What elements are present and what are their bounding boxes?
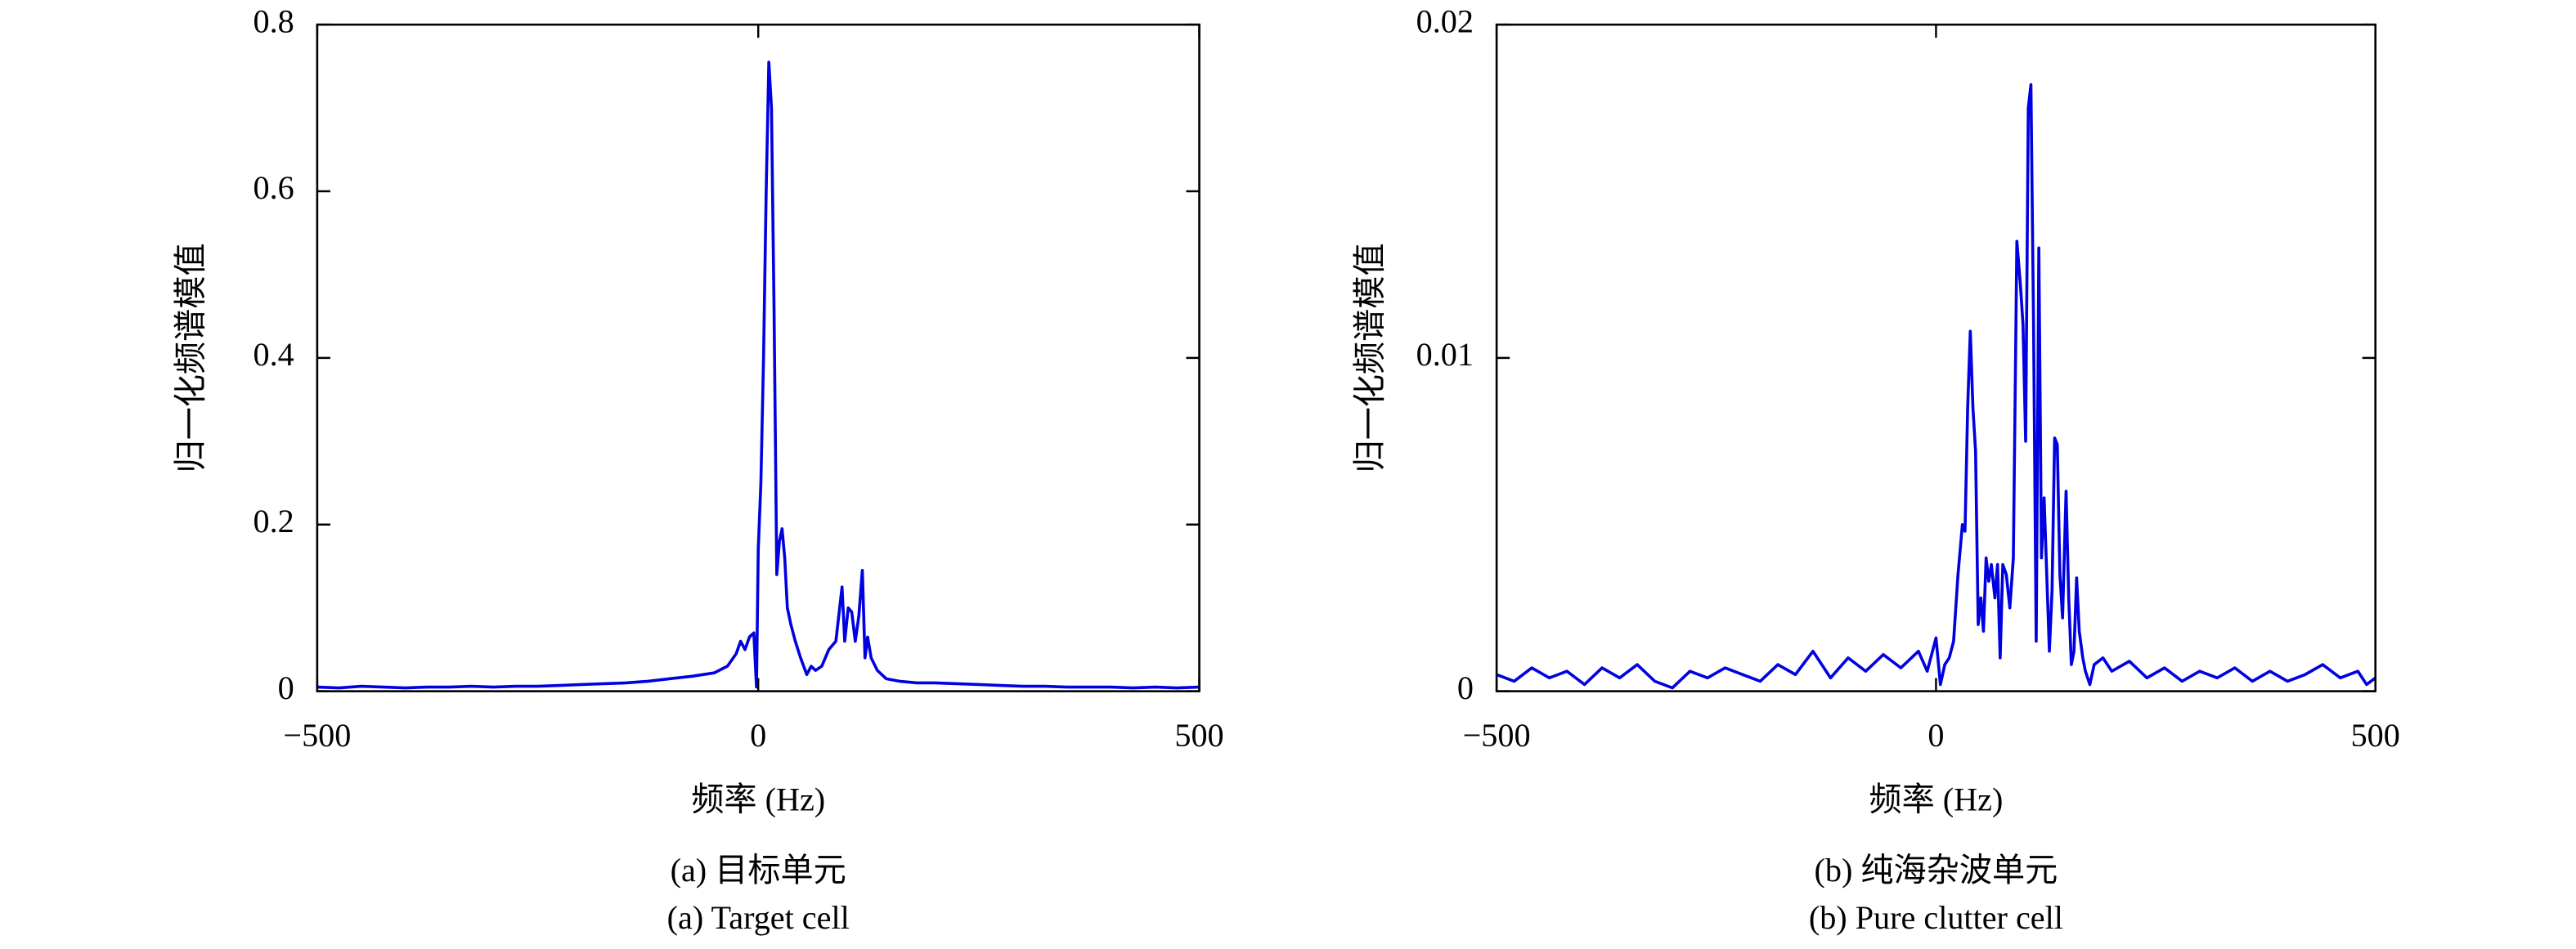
x-tick-label: −500 (1463, 717, 1531, 754)
x-axis-label: 频率 (Hz) (691, 781, 825, 817)
spectrum-line (1496, 83, 2376, 690)
caption-en: (a) Target cell (667, 899, 850, 936)
x-tick-label: 500 (2351, 717, 2400, 754)
y-tick-label: 0.8 (254, 2, 294, 39)
caption-cn: (b) 纯海杂波单元 (1815, 852, 2058, 889)
y-axis-label: 归一化频谱模值 (1352, 243, 1389, 472)
y-tick-label: 0 (1457, 669, 1474, 706)
x-axis-label: 频率 (Hz) (1869, 781, 2003, 817)
y-tick-label: 0.02 (1416, 2, 1474, 39)
caption-cn: (a) 目标单元 (671, 852, 846, 889)
caption-en: (b) Pure clutter cell (1809, 899, 2063, 936)
y-tick-label: 0.4 (254, 336, 294, 373)
y-axis-label: 归一化频谱模值 (172, 243, 209, 472)
x-tick-label: 0 (1928, 717, 1944, 754)
y-tick-label: 0.01 (1416, 336, 1474, 373)
x-tick-label: 0 (750, 717, 766, 754)
plot-frame (1495, 23, 2377, 692)
y-tick-label: 0 (278, 669, 294, 706)
y-tick-label: 0.2 (254, 503, 294, 539)
x-tick-label: −500 (283, 717, 351, 754)
spectrum-line (316, 60, 1200, 690)
x-tick-label: 500 (1174, 717, 1223, 754)
y-tick-label: 0.6 (254, 169, 294, 206)
